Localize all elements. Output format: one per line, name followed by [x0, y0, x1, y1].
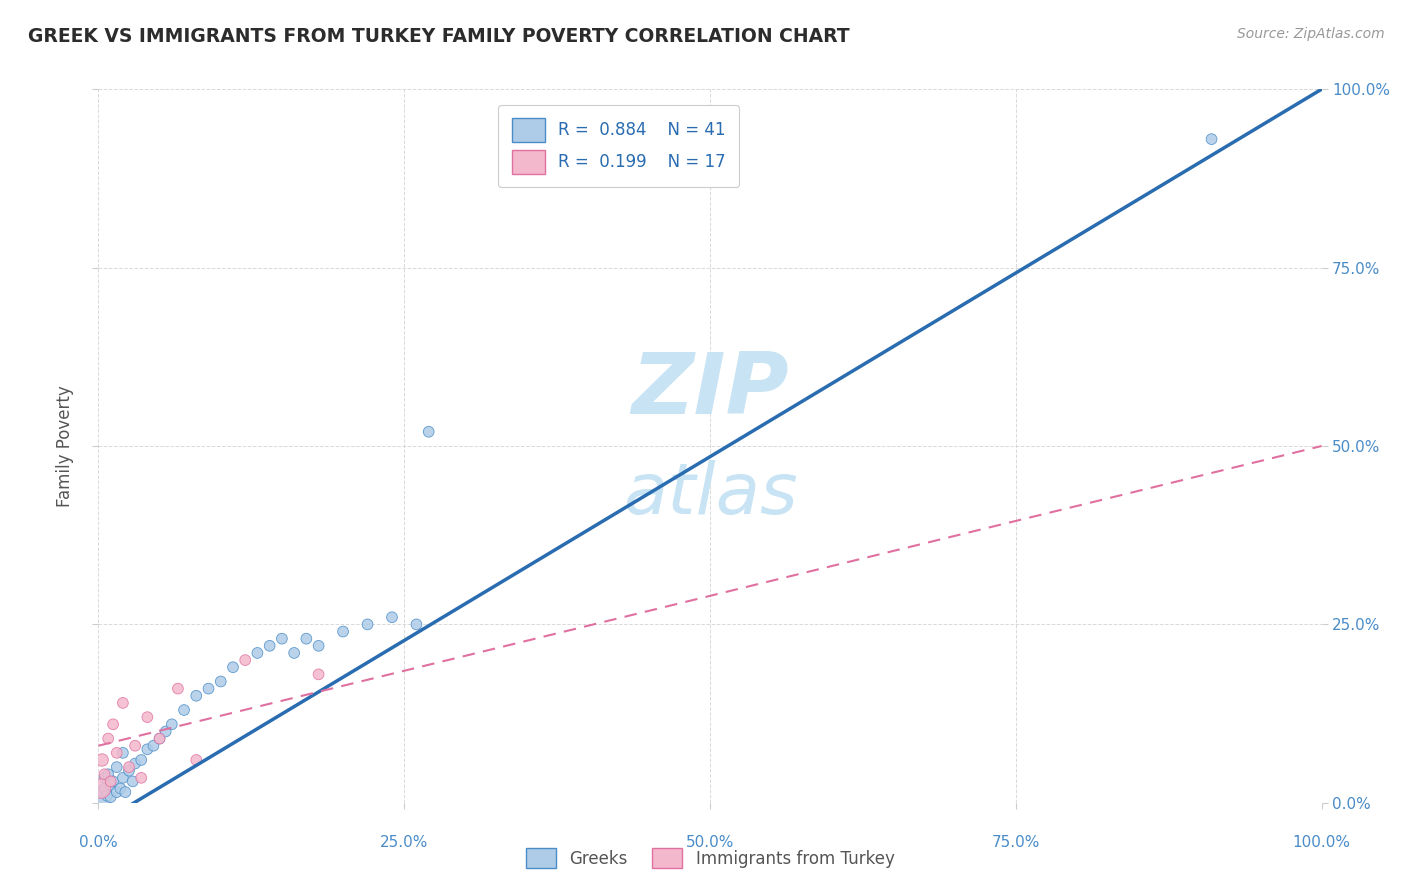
Point: [283, 646, 305, 660]
Point: [259, 639, 281, 653]
Point: [270, 632, 294, 646]
Point: [295, 632, 318, 646]
Point: [209, 674, 232, 689]
Point: [105, 785, 128, 799]
Point: [111, 746, 134, 760]
Point: [186, 689, 208, 703]
Point: [332, 624, 354, 639]
Point: [111, 771, 134, 785]
Point: [197, 681, 219, 696]
Point: [246, 646, 269, 660]
Point: [97, 731, 120, 746]
Point: [136, 742, 159, 756]
Point: [121, 774, 143, 789]
Point: [149, 731, 172, 746]
Point: [100, 778, 122, 792]
Text: 0.0%: 0.0%: [79, 835, 118, 850]
Point: [136, 710, 159, 724]
Point: [356, 617, 378, 632]
Text: 100.0%: 100.0%: [1292, 835, 1351, 850]
Point: [222, 660, 245, 674]
Text: atlas: atlas: [623, 460, 797, 529]
Point: [90, 792, 112, 806]
Point: [110, 781, 132, 796]
Point: [111, 696, 134, 710]
Point: [129, 771, 152, 785]
Point: [124, 739, 146, 753]
Point: [96, 789, 118, 803]
Point: [101, 717, 124, 731]
Point: [160, 717, 183, 731]
Point: [233, 653, 256, 667]
Point: [173, 703, 195, 717]
Point: [167, 681, 190, 696]
Text: 50.0%: 50.0%: [686, 835, 734, 850]
Point: [129, 753, 152, 767]
Point: [93, 781, 115, 796]
Point: [93, 767, 115, 781]
Point: [90, 781, 112, 796]
Point: [105, 746, 128, 760]
Point: [93, 771, 115, 785]
Point: [100, 774, 122, 789]
Point: [114, 785, 136, 799]
Point: [91, 785, 114, 799]
Text: GREEK VS IMMIGRANTS FROM TURKEY FAMILY POVERTY CORRELATION CHART: GREEK VS IMMIGRANTS FROM TURKEY FAMILY P…: [28, 27, 849, 45]
Point: [381, 610, 404, 624]
Point: [100, 790, 122, 805]
Text: ZIP: ZIP: [631, 349, 789, 432]
Point: [91, 753, 114, 767]
Point: [105, 760, 128, 774]
Point: [1201, 132, 1223, 146]
Point: [97, 767, 120, 781]
Point: [405, 617, 427, 632]
Y-axis label: Family Poverty: Family Poverty: [56, 385, 75, 507]
Point: [186, 753, 208, 767]
Point: [118, 764, 141, 778]
Point: [155, 724, 177, 739]
Point: [308, 667, 330, 681]
Legend: Greeks, Immigrants from Turkey: Greeks, Immigrants from Turkey: [517, 839, 903, 877]
Point: [124, 756, 146, 771]
Point: [101, 774, 124, 789]
Point: [308, 639, 330, 653]
Point: [418, 425, 440, 439]
Point: [142, 739, 165, 753]
Text: 75.0%: 75.0%: [991, 835, 1040, 850]
Point: [118, 760, 141, 774]
Point: [149, 731, 172, 746]
Text: Source: ZipAtlas.com: Source: ZipAtlas.com: [1237, 27, 1385, 41]
Text: 25.0%: 25.0%: [380, 835, 429, 850]
